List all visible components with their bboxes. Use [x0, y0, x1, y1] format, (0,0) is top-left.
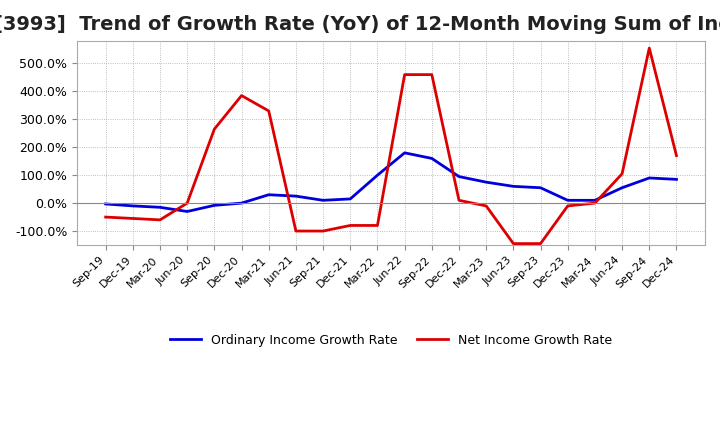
- Ordinary Income Growth Rate: [564, 198, 572, 203]
- Ordinary Income Growth Rate: [102, 202, 110, 207]
- Net Income Growth Rate: [400, 72, 409, 77]
- Ordinary Income Growth Rate: [292, 194, 300, 199]
- Ordinary Income Growth Rate: [183, 209, 192, 214]
- Ordinary Income Growth Rate: [645, 175, 654, 180]
- Net Income Growth Rate: [590, 201, 599, 206]
- Net Income Growth Rate: [237, 93, 246, 98]
- Ordinary Income Growth Rate: [346, 196, 354, 202]
- Ordinary Income Growth Rate: [672, 177, 681, 182]
- Net Income Growth Rate: [645, 45, 654, 51]
- Ordinary Income Growth Rate: [590, 198, 599, 203]
- Ordinary Income Growth Rate: [482, 180, 490, 185]
- Ordinary Income Growth Rate: [210, 203, 219, 208]
- Ordinary Income Growth Rate: [319, 198, 328, 203]
- Net Income Growth Rate: [156, 217, 164, 223]
- Net Income Growth Rate: [373, 223, 382, 228]
- Net Income Growth Rate: [292, 228, 300, 234]
- Ordinary Income Growth Rate: [455, 174, 464, 179]
- Ordinary Income Growth Rate: [509, 184, 518, 189]
- Net Income Growth Rate: [264, 108, 273, 114]
- Ordinary Income Growth Rate: [156, 205, 164, 210]
- Legend: Ordinary Income Growth Rate, Net Income Growth Rate: Ordinary Income Growth Rate, Net Income …: [165, 329, 617, 352]
- Net Income Growth Rate: [346, 223, 354, 228]
- Ordinary Income Growth Rate: [536, 185, 545, 191]
- Ordinary Income Growth Rate: [618, 185, 626, 191]
- Line: Net Income Growth Rate: Net Income Growth Rate: [106, 48, 677, 244]
- Net Income Growth Rate: [183, 201, 192, 206]
- Net Income Growth Rate: [672, 153, 681, 158]
- Net Income Growth Rate: [428, 72, 436, 77]
- Net Income Growth Rate: [128, 216, 137, 221]
- Net Income Growth Rate: [482, 203, 490, 209]
- Net Income Growth Rate: [536, 241, 545, 246]
- Ordinary Income Growth Rate: [237, 201, 246, 206]
- Net Income Growth Rate: [102, 214, 110, 220]
- Net Income Growth Rate: [564, 203, 572, 209]
- Ordinary Income Growth Rate: [428, 156, 436, 161]
- Ordinary Income Growth Rate: [128, 203, 137, 209]
- Title: [3993]  Trend of Growth Rate (YoY) of 12-Month Moving Sum of Incomes: [3993] Trend of Growth Rate (YoY) of 12-…: [0, 15, 720, 34]
- Net Income Growth Rate: [319, 228, 328, 234]
- Net Income Growth Rate: [618, 171, 626, 176]
- Ordinary Income Growth Rate: [373, 172, 382, 178]
- Net Income Growth Rate: [455, 198, 464, 203]
- Line: Ordinary Income Growth Rate: Ordinary Income Growth Rate: [106, 153, 677, 212]
- Net Income Growth Rate: [210, 126, 219, 132]
- Ordinary Income Growth Rate: [264, 192, 273, 198]
- Ordinary Income Growth Rate: [400, 150, 409, 155]
- Net Income Growth Rate: [509, 241, 518, 246]
